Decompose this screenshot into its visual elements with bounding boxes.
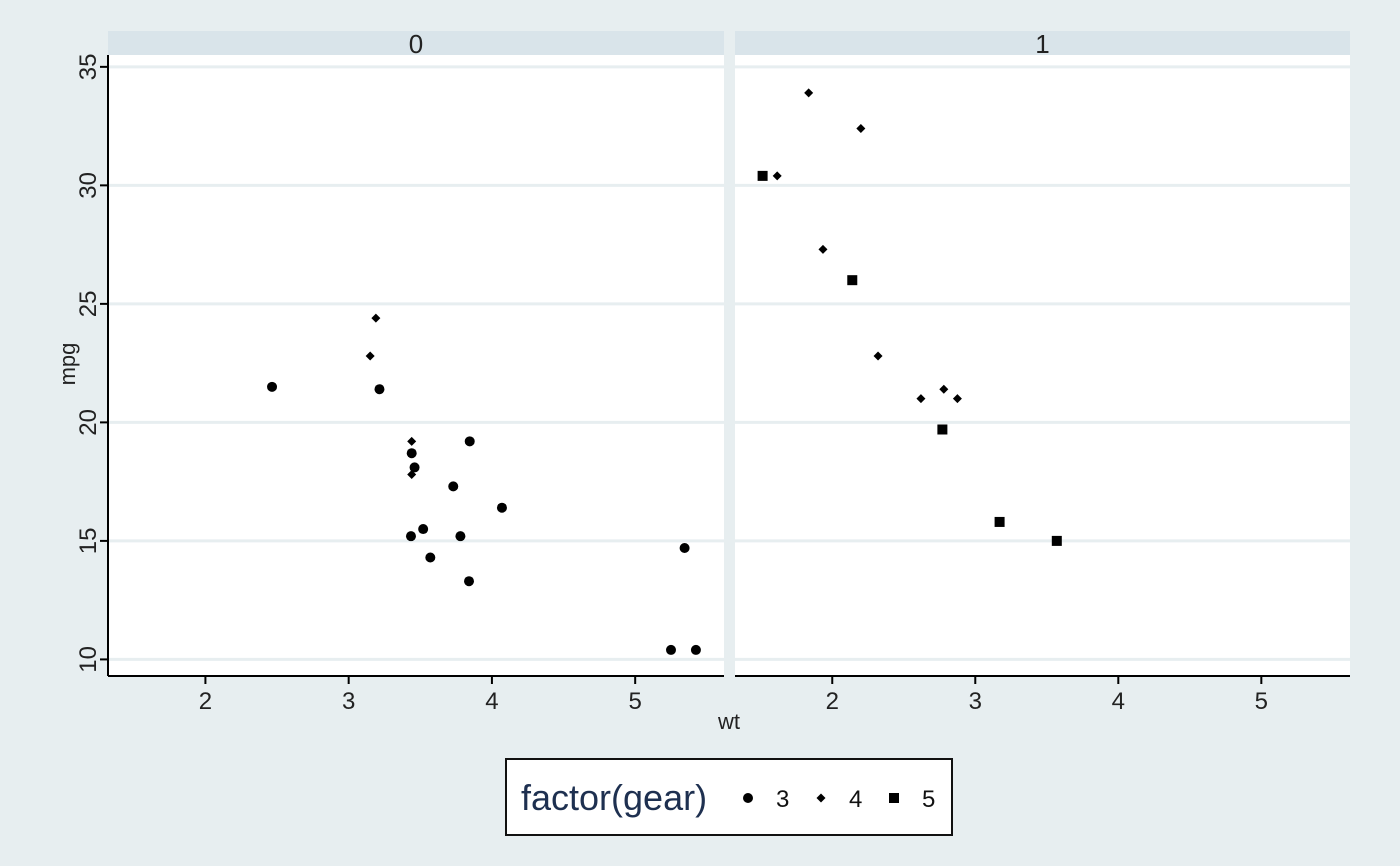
data-point-gear-5 [1051, 535, 1062, 546]
legend: factor(gear) 3 4 5 [505, 758, 953, 836]
y-tick-label: 25 [75, 291, 102, 318]
y-tick-label: 15 [75, 528, 102, 555]
legend-label-3: 3 [776, 786, 789, 813]
data-point-gear-4 [365, 351, 375, 361]
y-tick-label: 20 [75, 409, 102, 436]
plot-area [108, 55, 724, 676]
data-point-gear-3 [267, 381, 278, 392]
facet-strip-label: 0 [409, 29, 423, 59]
plot-area [735, 55, 1350, 676]
data-point-gear-4 [371, 313, 381, 323]
data-point-gear-3 [464, 436, 475, 447]
x-tick-label: 3 [969, 688, 982, 715]
data-point-gear-3 [406, 448, 417, 459]
data-point-gear-3 [665, 644, 676, 655]
data-point-gear-3 [690, 644, 701, 655]
x-tick-label: 4 [1112, 688, 1125, 715]
data-point-gear-3 [425, 552, 436, 563]
data-point-gear-3 [679, 543, 690, 554]
data-point-gear-4 [407, 436, 417, 446]
data-point-gear-4 [818, 244, 828, 254]
y-tick-label: 10 [75, 646, 102, 673]
panel-1: 1 2 3 4 5 [735, 29, 1350, 715]
data-point-gear-3 [455, 531, 466, 542]
x-axis-title: wt [717, 709, 740, 734]
data-point-gear-4 [804, 88, 814, 98]
data-point-gear-3 [405, 531, 416, 542]
legend-marker-3 [743, 793, 753, 803]
data-point-gear-4 [856, 123, 866, 133]
legend-marker-5 [889, 793, 899, 803]
data-point-gear-3 [448, 481, 459, 492]
x-tick-label: 2 [826, 688, 839, 715]
data-point-gear-3 [374, 384, 385, 395]
x-tick-label: 4 [485, 688, 498, 715]
data-point-gear-5 [757, 170, 768, 181]
data-point-gear-4 [873, 351, 883, 361]
x-tick-label: 2 [199, 688, 212, 715]
data-point-gear-4 [407, 470, 417, 480]
data-point-gear-4 [939, 384, 949, 394]
legend-label-4: 4 [849, 786, 862, 813]
data-point-gear-3 [496, 502, 507, 513]
legend-box [505, 758, 953, 836]
y-axis-title: mpg [55, 343, 80, 386]
x-tick-label: 5 [1255, 688, 1268, 715]
facet-strip-label: 1 [1035, 29, 1049, 59]
legend-title: factor(gear) [521, 777, 707, 818]
data-point-gear-4 [952, 394, 962, 404]
y-tick-label: 35 [75, 53, 102, 80]
facet-strip [735, 31, 1350, 55]
data-point-gear-3 [418, 524, 429, 535]
panel-0: 0 2 3 4 5 10 15 20 25 30 35 [75, 29, 724, 715]
data-point-gear-4 [772, 171, 782, 181]
legend-label-5: 5 [922, 786, 935, 813]
y-tick-label: 30 [75, 172, 102, 199]
data-point-gear-5 [937, 424, 948, 435]
data-point-gear-5 [847, 275, 858, 286]
x-tick-label: 5 [629, 688, 642, 715]
data-point-gear-5 [994, 516, 1005, 527]
data-point-gear-3 [464, 576, 475, 587]
data-point-gear-4 [916, 394, 926, 404]
x-tick-label: 3 [342, 688, 355, 715]
legend-marker-4 [816, 793, 826, 803]
data-point-gear-3 [409, 462, 420, 473]
facet-strip [108, 31, 724, 55]
